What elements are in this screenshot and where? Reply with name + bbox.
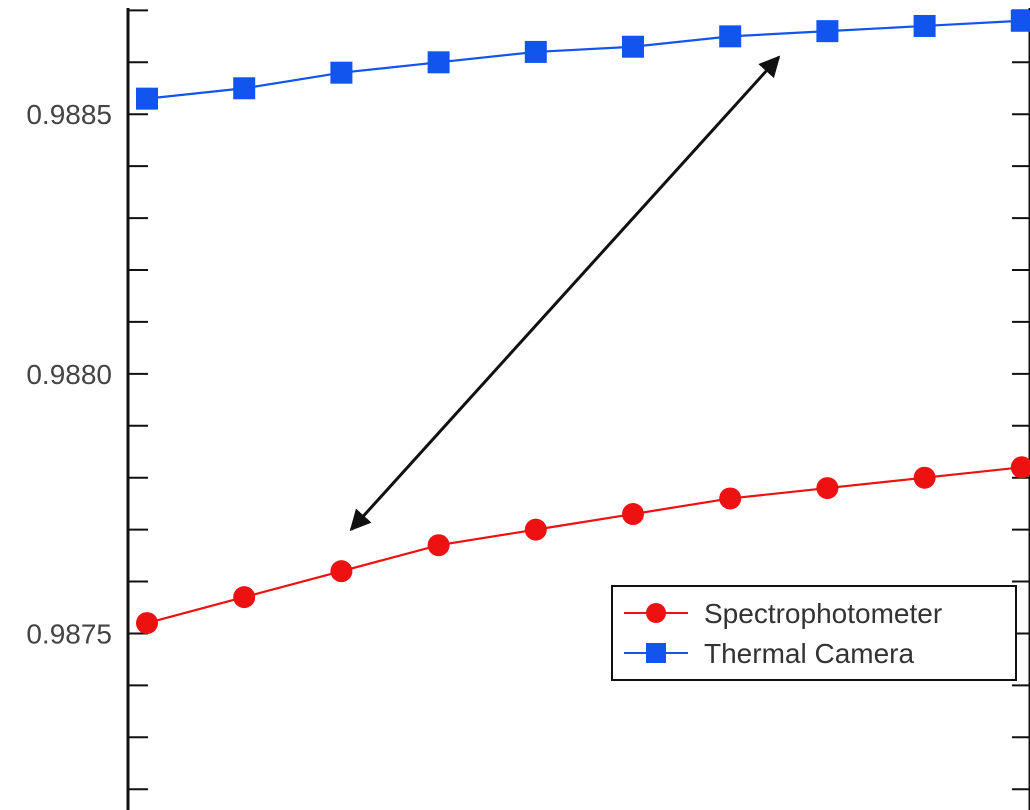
legend-marker-spectrophotometer bbox=[646, 603, 666, 623]
data-point-spectrophotometer bbox=[524, 518, 547, 541]
data-point-thermal-camera bbox=[427, 51, 450, 74]
data-point-thermal-camera bbox=[622, 35, 644, 58]
data-point-spectrophotometer bbox=[913, 466, 936, 489]
data-point-thermal-camera bbox=[816, 20, 839, 43]
y-tick-label: 0.9880 bbox=[26, 359, 112, 390]
data-point-thermal-camera bbox=[719, 25, 742, 48]
axes: 0.9875 0.9880 0.9885 bbox=[26, 8, 1030, 810]
legend-box bbox=[611, 585, 1017, 681]
data-point-spectrophotometer bbox=[622, 503, 644, 526]
legend: Spectrophotometer Thermal Camera bbox=[611, 585, 1017, 681]
data-point-spectrophotometer bbox=[816, 477, 839, 500]
data-point-spectrophotometer bbox=[330, 560, 353, 583]
data-point-thermal-camera bbox=[330, 61, 353, 84]
data-point-spectrophotometer bbox=[719, 487, 742, 510]
data-point-spectrophotometer bbox=[1010, 456, 1030, 479]
annotation-group bbox=[349, 55, 781, 532]
legend-label-thermal-camera: Thermal Camera bbox=[704, 638, 914, 669]
series-group bbox=[136, 9, 1030, 635]
data-point-spectrophotometer bbox=[233, 586, 256, 609]
data-point-spectrophotometer bbox=[427, 534, 450, 557]
data-point-thermal-camera bbox=[913, 14, 936, 37]
double-arrow-annotation bbox=[349, 55, 781, 532]
data-point-thermal-camera bbox=[524, 40, 547, 63]
legend-marker-thermal-camera bbox=[646, 643, 666, 663]
series-line-thermal-camera bbox=[146, 19, 1022, 100]
y-tick-label: 0.9875 bbox=[26, 618, 112, 649]
data-point-thermal-camera bbox=[233, 77, 256, 100]
data-point-spectrophotometer bbox=[136, 612, 158, 635]
y-tick-label: 0.9885 bbox=[26, 99, 112, 130]
data-point-thermal-camera bbox=[1010, 9, 1030, 32]
data-point-thermal-camera bbox=[136, 87, 158, 110]
legend-label-spectrophotometer: Spectrophotometer bbox=[704, 598, 942, 629]
